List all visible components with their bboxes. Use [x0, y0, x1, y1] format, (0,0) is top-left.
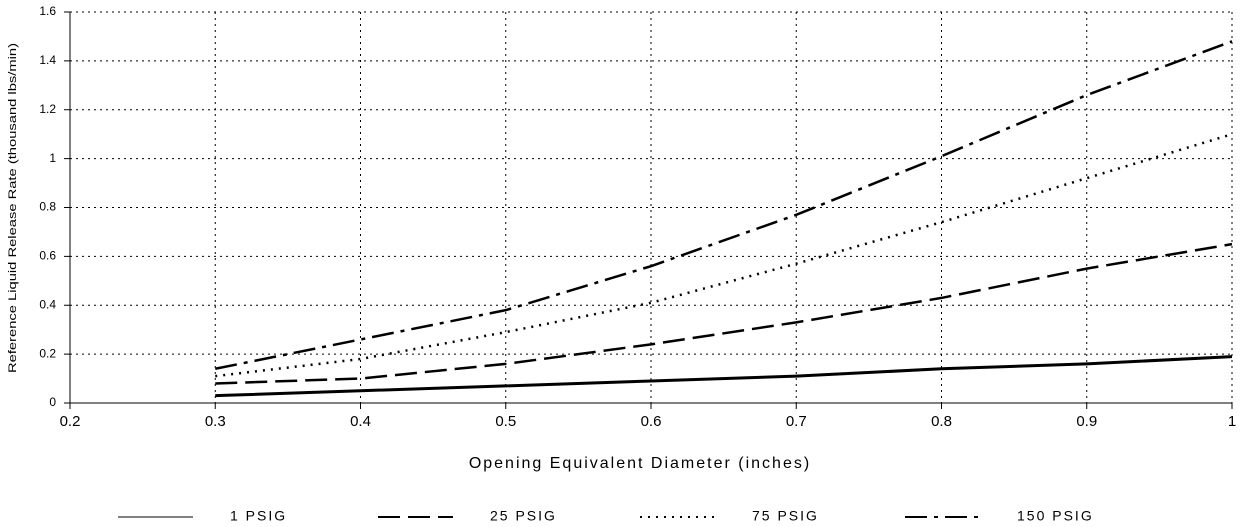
y-tick-label: 0.6: [39, 249, 56, 263]
x-tick-label: 1: [1228, 413, 1236, 430]
series-line: [215, 242, 1233, 385]
x-tick-label: 0.4: [350, 413, 371, 430]
series-line: [215, 355, 1233, 398]
legend-label: 75 PSIG: [752, 508, 819, 524]
x-tick-label: 0.5: [495, 413, 516, 430]
y-tick-label: 0: [49, 395, 56, 409]
legend-label: 1 PSIG: [230, 508, 287, 524]
y-tick-label: 0.2: [39, 346, 56, 360]
legend-label: 150 PSIG: [1017, 508, 1094, 524]
x-tick-label: 0.2: [60, 413, 81, 430]
series-line: [215, 40, 1233, 371]
x-axis-label: Opening Equivalent Diameter (inches): [469, 455, 811, 472]
y-tick-label: 1.2: [39, 102, 56, 116]
y-tick-label: 0.4: [39, 297, 56, 311]
x-tick-label: 0.3: [205, 413, 226, 430]
y-axis-label: Reference Liquid Release Rate (thousand …: [7, 43, 19, 373]
x-tick-label: 0.8: [931, 413, 952, 430]
series-line: [215, 132, 1233, 378]
y-tick-label: 1.4: [39, 53, 56, 67]
x-tick-label: 0.9: [1076, 413, 1097, 430]
x-tick-label: 0.7: [786, 413, 807, 430]
y-tick-label: 0.8: [39, 200, 56, 214]
y-tick-label: 1: [49, 151, 56, 165]
legend-label: 25 PSIG: [490, 508, 557, 524]
y-tick-label: 1.6: [39, 4, 56, 18]
x-tick-label: 0.6: [641, 413, 662, 430]
